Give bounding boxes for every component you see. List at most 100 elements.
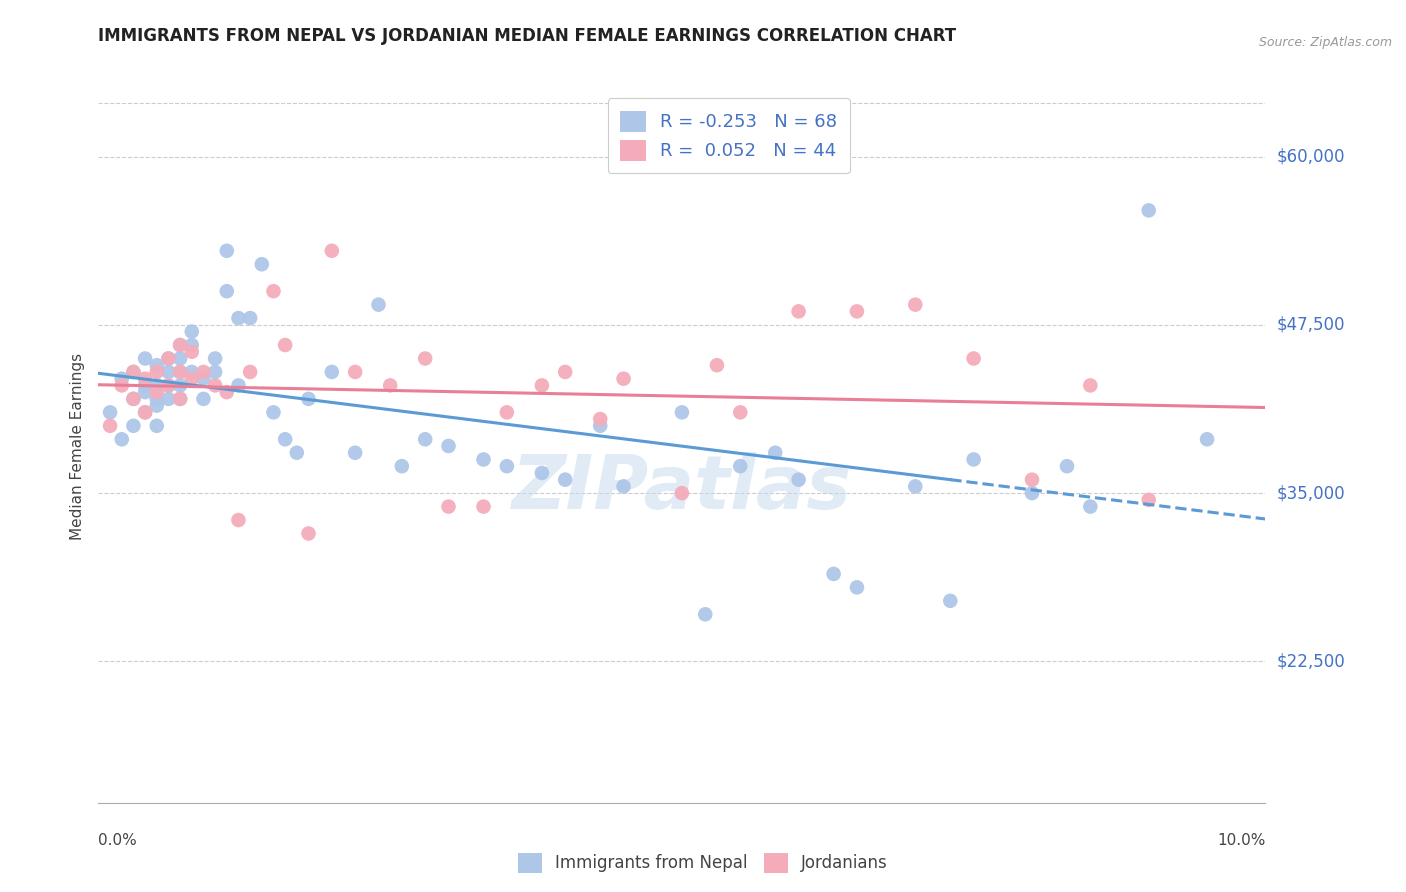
Point [146,378,169,392]
Point [134,405,156,419]
Point [962,452,984,467]
Point [1137,492,1160,507]
Point [98,418,121,433]
Point [437,500,460,514]
Point [169,365,191,379]
Point [204,365,226,379]
Point [157,392,180,406]
Point [204,378,226,392]
Point [239,311,262,326]
Point [169,338,191,352]
Point [823,566,845,581]
Point [111,372,134,386]
Point [169,392,191,406]
Point [157,365,180,379]
Point [250,257,273,271]
Point [671,405,693,419]
Point [787,473,810,487]
Text: 0.0%: 0.0% [98,833,138,848]
Point [134,378,156,392]
Point [134,385,156,400]
Point [193,365,215,379]
Point [530,466,553,480]
Point [239,365,262,379]
Point [1137,203,1160,218]
Point [111,378,134,392]
Point [554,365,576,379]
Point [904,479,927,493]
Point [169,365,191,379]
Point [157,378,180,392]
Point [193,392,215,406]
Point [262,284,284,298]
Point [367,298,389,312]
Point [413,351,436,366]
Point [530,378,553,392]
Point [904,298,927,312]
Point [262,405,284,419]
Text: Source: ZipAtlas.com: Source: ZipAtlas.com [1258,36,1392,49]
Point [495,405,517,419]
Point [1080,500,1102,514]
Point [845,304,868,318]
Point [344,446,367,460]
Point [180,338,202,352]
Point [962,351,984,366]
Point [321,365,343,379]
Point [157,378,180,392]
Point [146,358,169,372]
Point [939,594,962,608]
Legend: Immigrants from Nepal, Jordanians: Immigrants from Nepal, Jordanians [512,847,894,880]
Point [728,405,751,419]
Point [98,405,121,419]
Point [122,365,145,379]
Text: ZIPatlas: ZIPatlas [512,452,852,525]
Point [146,392,169,406]
Text: $60,000: $60,000 [1277,147,1346,166]
Point [413,432,436,446]
Text: 10.0%: 10.0% [1218,833,1265,848]
Point [1021,486,1043,500]
Y-axis label: Median Female Earnings: Median Female Earnings [69,352,84,540]
Point [589,418,612,433]
Point [228,378,250,392]
Point [169,392,191,406]
Point [111,432,134,446]
Point [122,365,145,379]
Point [169,378,191,392]
Point [215,284,238,298]
Point [391,459,413,474]
Point [215,385,238,400]
Point [134,372,156,386]
Point [1195,432,1218,446]
Point [612,479,634,493]
Point [180,325,202,339]
Point [169,338,191,352]
Point [378,378,402,392]
Point [589,412,612,426]
Point [472,500,495,514]
Point [321,244,343,258]
Point [695,607,717,622]
Point [169,351,191,366]
Point [344,365,367,379]
Point [134,351,156,366]
Point [787,304,810,318]
Point [180,365,202,379]
Point [1080,378,1102,392]
Point [122,392,145,406]
Point [228,513,250,527]
Point [297,392,319,406]
Point [193,372,215,386]
Point [472,452,495,467]
Text: IMMIGRANTS FROM NEPAL VS JORDANIAN MEDIAN FEMALE EARNINGS CORRELATION CHART: IMMIGRANTS FROM NEPAL VS JORDANIAN MEDIA… [98,27,956,45]
Point [157,351,180,366]
Point [228,311,250,326]
Legend: R = -0.253   N = 68, R =  0.052   N = 44: R = -0.253 N = 68, R = 0.052 N = 44 [607,98,849,173]
Point [274,432,297,446]
Point [845,580,868,594]
Point [554,473,576,487]
Point [285,446,308,460]
Point [612,372,634,386]
Point [146,418,169,433]
